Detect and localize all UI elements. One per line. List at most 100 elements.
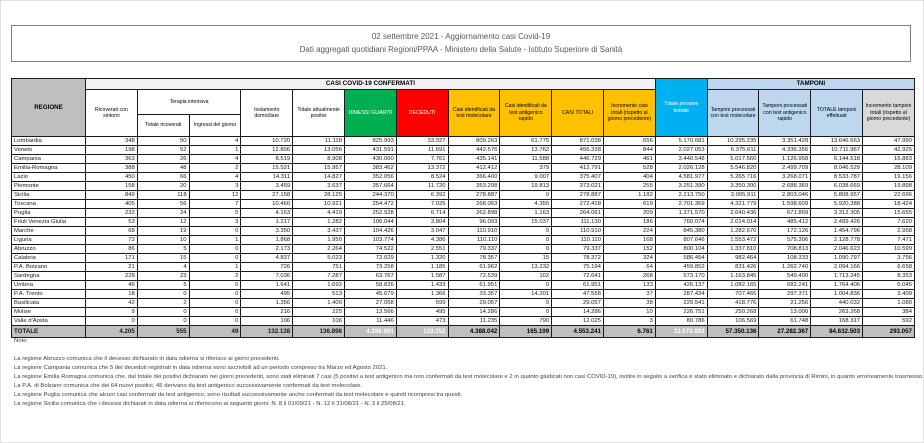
- cell-casi_ant: 0: [499, 307, 553, 317]
- cell-ti_ingr: 3: [188, 181, 242, 191]
- cell-dimessi: 73.258: [343, 262, 397, 272]
- cell-casi_mol: 61.962: [447, 262, 501, 272]
- cell-testate: 3.440.548: [654, 154, 708, 164]
- cell-deceduti: 6.392: [395, 190, 449, 200]
- cell-incr_tamp: 2.958: [862, 226, 915, 236]
- table-row: Campania 363 26 4 8.519 8.908 430.060 7.761 435.…: [11, 154, 915, 164]
- cell-isolamento: 495: [240, 289, 294, 299]
- covid-data-table: REGIONE CASI COVID-19 CONFERMATI Totale …: [11, 78, 916, 338]
- cell-tamp_mol: 2.014.014: [706, 217, 760, 227]
- table-row: Calabria 171 15 0 4.837 5.023 72.029 1.320 78.35…: [11, 253, 915, 263]
- cell-positivi: 106: [292, 316, 345, 326]
- cell-dimessi: 11.446: [343, 316, 397, 326]
- table-row: Umbria 46 5 0 1.641 1.692 58.826 1.433 61.951 0 61…: [11, 280, 915, 290]
- cell-positivi: 136.898: [292, 325, 345, 338]
- cell-incr_tamp: 8.353: [862, 271, 915, 281]
- cell-tamp_mol: 5.546.820: [706, 163, 760, 173]
- cell-ti_tot: 10: [136, 235, 190, 245]
- column-header-isolamento: Isolamento domiciliare: [240, 89, 294, 137]
- cell-ti_ingr: 49: [188, 325, 242, 338]
- table-row: Puglia 232 24 5 4.163 4.419 252.928 6.714 262.89…: [11, 208, 915, 218]
- cell-testate: 33.673.093: [654, 325, 708, 338]
- cell-incr_tamp: 47.990: [862, 136, 915, 146]
- cell-ti_tot: 5: [136, 280, 190, 290]
- cell-deceduti: 7.761: [395, 154, 449, 164]
- cell-tamp_ant: 4.336.356: [758, 145, 812, 155]
- cell-tamp_mol: 5.265.716: [706, 172, 760, 182]
- cell-tamp_tot: 1.764.406: [810, 280, 864, 290]
- cell-positivi: 1.282: [292, 217, 345, 227]
- cell-ti_ingr: 0: [188, 289, 242, 299]
- cell-dimessi: 106.044: [343, 217, 397, 227]
- region-name: Piemonte: [11, 181, 86, 191]
- cell-incr_casi: 10: [602, 307, 656, 317]
- cell-incr_casi: 404: [602, 172, 656, 182]
- cell-incr_tamp: 15.655: [862, 208, 915, 218]
- cell-casi_ant: 15: [499, 253, 553, 263]
- cell-tamp_ant: 61.748: [758, 316, 812, 326]
- region-name: Umbria: [11, 280, 86, 290]
- cell-incr_tamp: 6.045: [862, 280, 915, 290]
- cell-incr_tamp: 293.057: [862, 325, 915, 338]
- cell-incr_casi: 844: [602, 145, 656, 155]
- cell-isolamento: 14.311: [240, 172, 294, 182]
- cell-casi_mol: 29.057: [447, 298, 501, 308]
- cell-casi_mol: 809.263: [447, 136, 501, 146]
- cell-tamp_ant: 682.241: [758, 280, 812, 290]
- cell-positivi: 751: [292, 262, 345, 272]
- cell-ricoverati: 53: [85, 217, 138, 227]
- cell-casi_tot: 4.553.241: [551, 325, 604, 338]
- cell-tamp_mol: 6.375.611: [706, 145, 760, 155]
- cell-tamp_ant: 2.803.046: [758, 190, 812, 200]
- table-row: P.A. Trento 18 0 0 495 513 45.679 1.366 33.357 14…: [11, 289, 915, 299]
- cell-tamp_ant: 1.262.740: [758, 262, 812, 272]
- cell-casi_tot: 375.407: [551, 172, 604, 182]
- cell-casi_ant: 102: [499, 271, 553, 281]
- cell-ricoverati: 18: [85, 289, 138, 299]
- cell-ricoverati: 46: [85, 280, 138, 290]
- region-name: P.A. Bolzano: [11, 262, 86, 272]
- cell-dimessi: 103.774: [343, 235, 397, 245]
- cell-ti_tot: 0: [136, 307, 190, 317]
- cell-isolamento: 10.720: [240, 136, 294, 146]
- cell-tamp_ant: 172.126: [758, 226, 812, 236]
- note-line: La regione Emilia Romagna comunica che, …: [14, 374, 924, 380]
- table-row: Lazio 450 66 4 14.311 14.827 352.056 8.524 366.4…: [11, 172, 915, 182]
- table-row: Molise 9 0 0 216 225 13.566 495 14.286 0 14.286 10 2…: [11, 307, 915, 317]
- cell-casi_tot: 278.887: [551, 190, 604, 200]
- note-line: La regione Abruzzo comunica che il deces…: [14, 356, 280, 362]
- cell-ricoverati: 42: [85, 298, 138, 308]
- cell-incr_casi: 133: [602, 280, 656, 290]
- cell-tamp_mol: 1.553.472: [706, 235, 760, 245]
- cell-casi_ant: 19.813: [499, 181, 553, 191]
- cell-casi_tot: 110.110: [551, 235, 604, 245]
- cell-casi_tot: 75.194: [551, 262, 604, 272]
- cell-isolamento: 4.837: [240, 253, 294, 263]
- cell-ti_tot: 24: [136, 208, 190, 218]
- cell-casi_ant: 379: [499, 163, 553, 173]
- region-name: Campania: [11, 154, 86, 164]
- cell-casi_mol: 412.412: [447, 163, 501, 173]
- cell-casi_ant: 4.355: [499, 199, 553, 209]
- cell-casi_tot: 78.372: [551, 253, 604, 263]
- cell-incr_casi: 255: [602, 181, 656, 191]
- cell-isolamento: 7.036: [240, 271, 294, 281]
- cell-casi_ant: 0: [499, 244, 553, 254]
- cell-isolamento: 1.868: [240, 235, 294, 245]
- cell-ti_ingr: 4: [188, 136, 242, 146]
- cell-dimessi: 58.826: [343, 280, 397, 290]
- column-header-ricoverati: Ricoverati con sintomi: [85, 89, 138, 137]
- cell-positivi: 13.056: [292, 145, 345, 155]
- cell-incr_casi: 619: [602, 199, 656, 209]
- cell-casi_mol: 33.357: [447, 289, 501, 299]
- cell-ricoverati: 72: [85, 235, 138, 245]
- cell-tamp_ant: 671.869: [758, 208, 812, 218]
- cell-casi_mol: 4.388.042: [447, 325, 501, 338]
- cell-ricoverati: 171: [85, 253, 138, 263]
- cell-incr_casi: 528: [602, 163, 656, 173]
- cell-tamp_tot: 13.646.663: [810, 136, 864, 146]
- cell-ti_tot: 2: [136, 298, 190, 308]
- cell-positivi: 4.419: [292, 208, 345, 218]
- cell-ti_tot: 50: [136, 136, 190, 146]
- cell-casi_ant: 9.007: [499, 172, 553, 182]
